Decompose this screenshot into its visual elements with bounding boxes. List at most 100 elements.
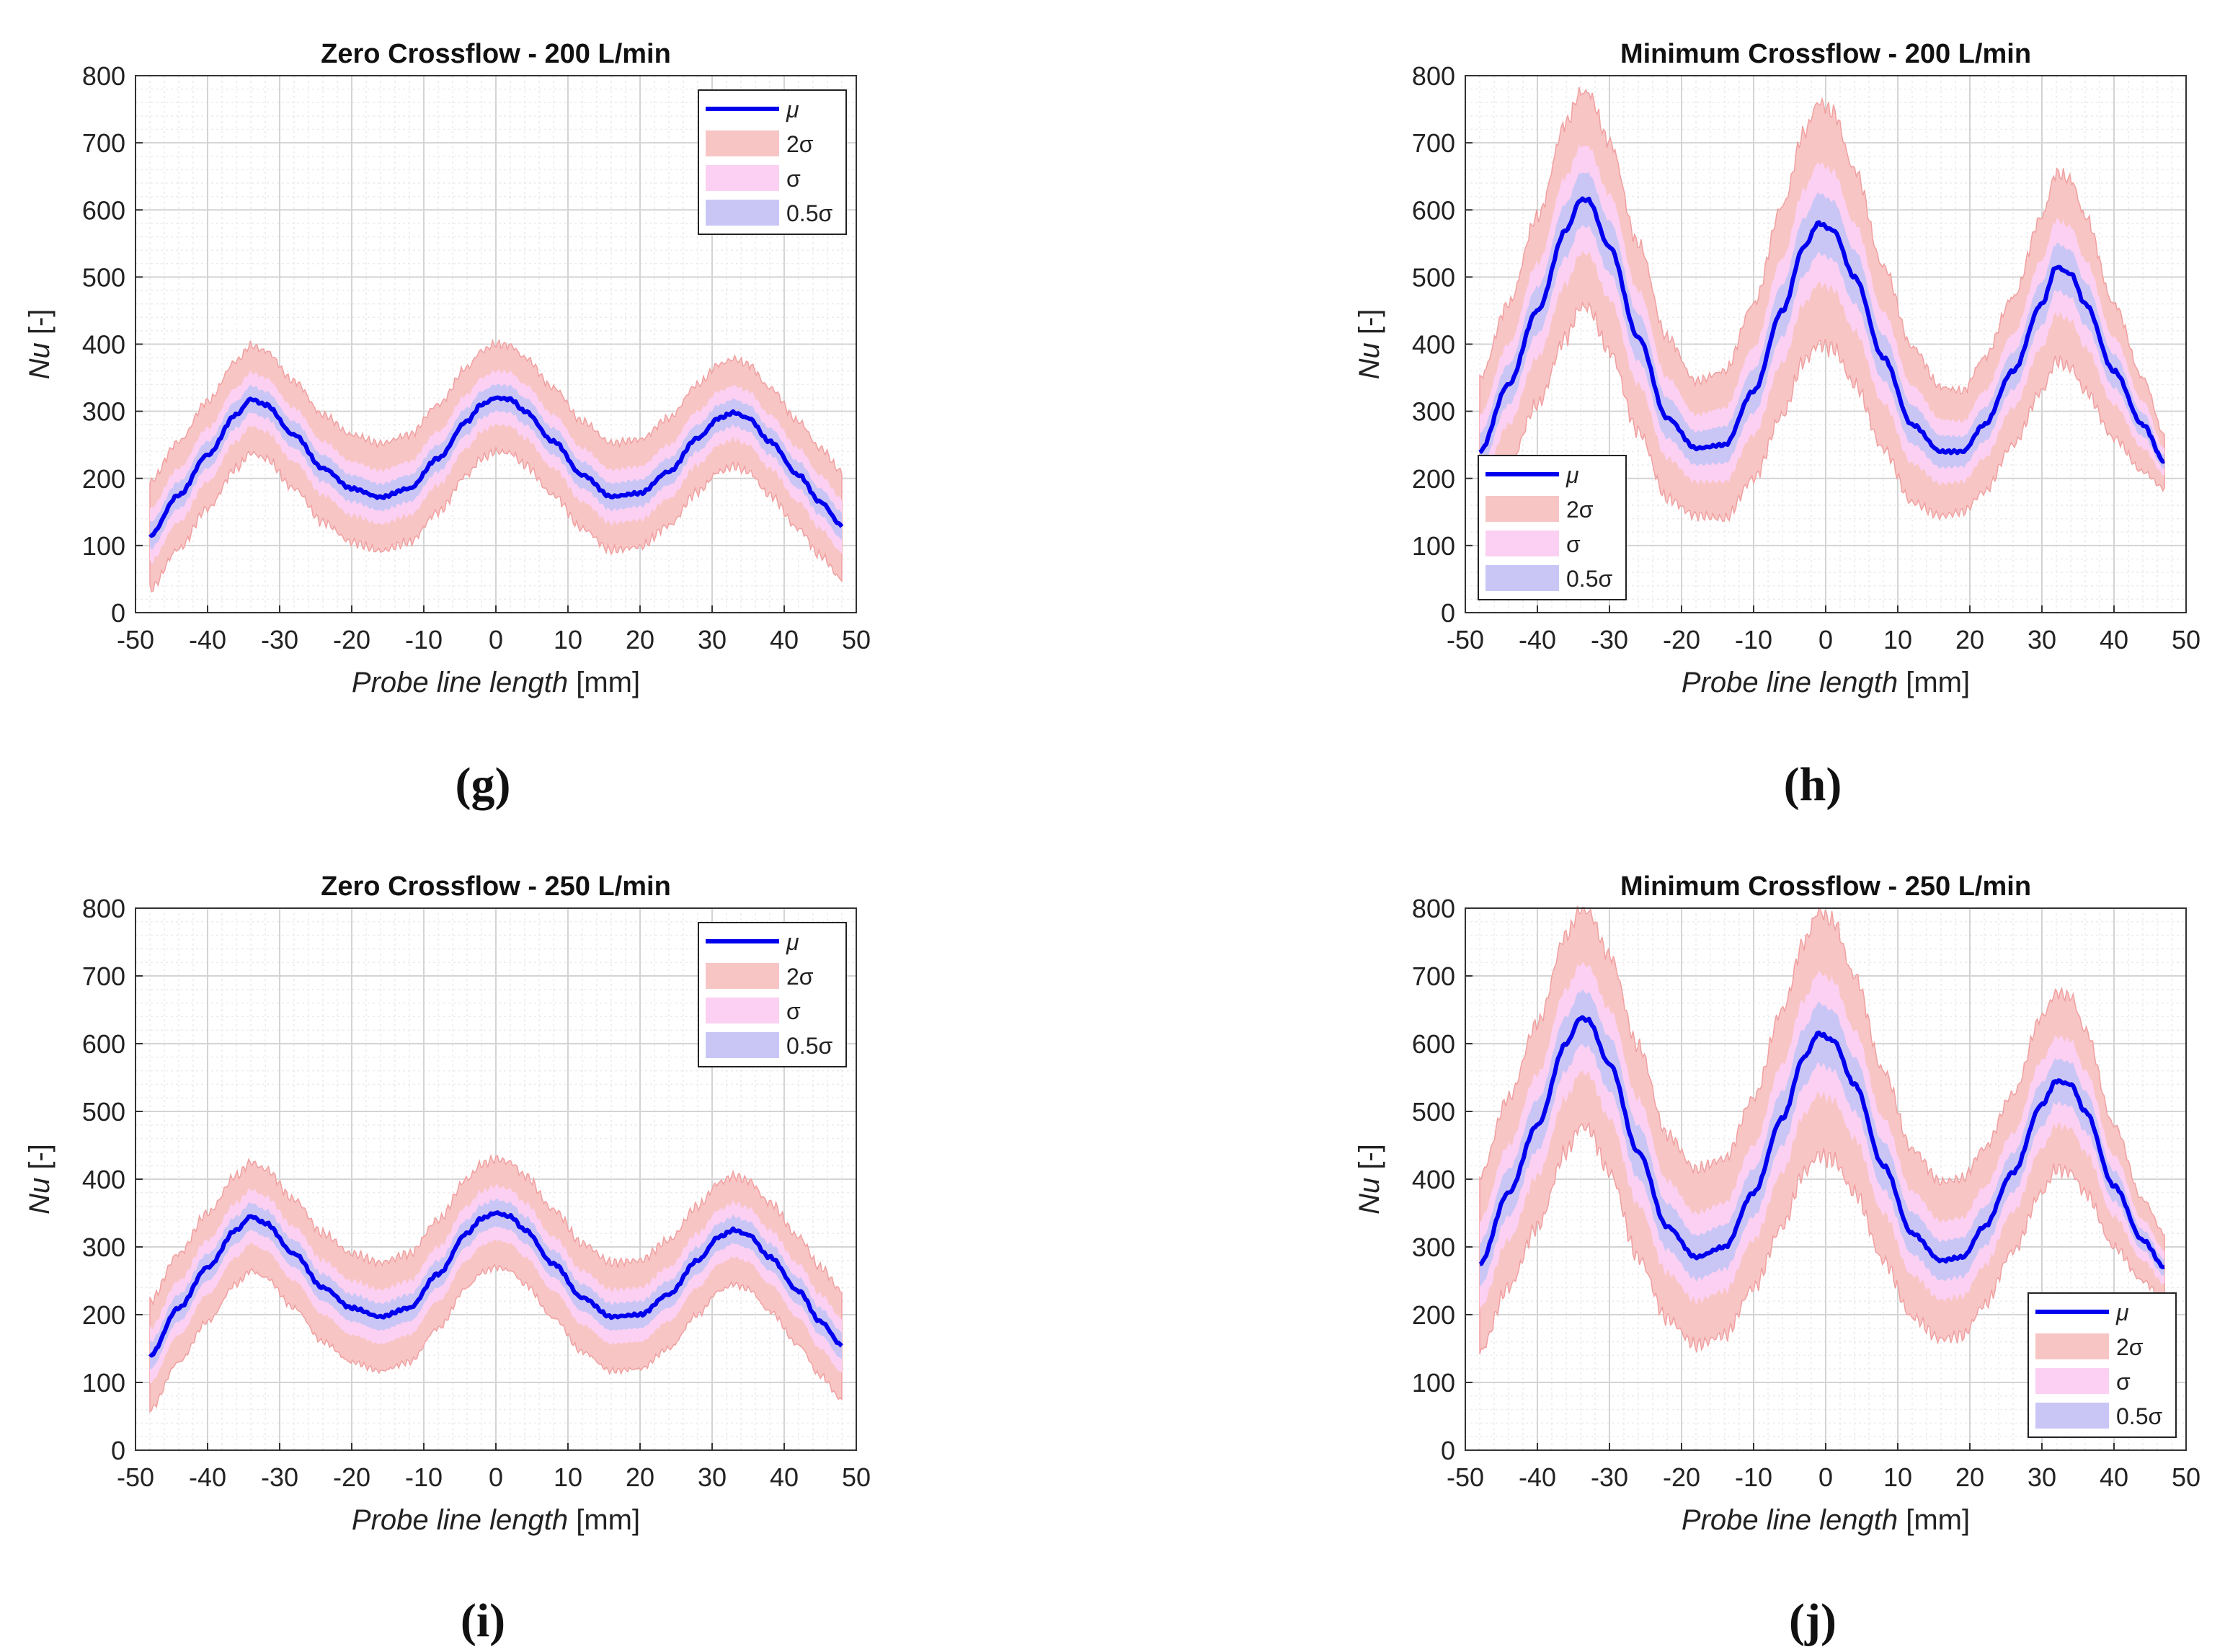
y-axis-label-main: Nu: [1354, 342, 1385, 379]
chart-panel-h: -50 -40 -30 -20 -10 0 10 20 30 40 5001002003004005…: [1354, 39, 2200, 811]
x-tick-label: 10: [1883, 1462, 1912, 1492]
legend-label: 2σ: [1566, 497, 1594, 523]
legend-item-2sigma: 2σ: [706, 130, 814, 157]
y-axis-label-unit: [-]: [1354, 1144, 1385, 1178]
x-tick-label: 10: [554, 625, 582, 654]
mean-line: [1478, 196, 2165, 464]
x-tick-label: 40: [770, 1462, 799, 1492]
x-tick-label: -20: [1663, 625, 1700, 654]
x-tick-label: -10: [1735, 625, 1772, 654]
chart-title: Minimum Crossflow - 200 L/min: [1620, 39, 2031, 69]
y-tick-label: 400: [1412, 330, 1455, 360]
chart-panel-i: -50 -40 -30 -20 -10 0 10 20 30 40 5001002003004005…: [24, 871, 871, 1647]
y-axis-label-main: Nu: [1354, 1178, 1385, 1214]
x-tick-label: -20: [333, 625, 370, 654]
legend-swatch: [706, 130, 779, 156]
chart-panel-j: -50 -40 -30 -20 -10 0 10 20 30 40 5001002003004005…: [1354, 871, 2200, 1647]
y-axis-label: Nu [-]: [24, 1144, 55, 1214]
x-tick-label: 30: [698, 625, 727, 654]
legend: μ 2σ σ 0.5σ: [698, 922, 847, 1067]
legend-item-sigma: σ: [706, 998, 801, 1024]
legend-swatch: [2035, 1403, 2109, 1429]
y-tick-label: 100: [1412, 1368, 1455, 1398]
x-tick-label: 20: [626, 625, 654, 654]
legend-swatch: [1485, 530, 1559, 556]
x-axis-label-main: Probe line length: [352, 1504, 568, 1536]
y-tick-label: 200: [1412, 1300, 1455, 1330]
y-tick-label: 400: [82, 1165, 125, 1194]
x-tick-label: -30: [1591, 1462, 1628, 1492]
y-tick-label: 500: [82, 262, 125, 292]
y-tick-label: 300: [82, 397, 125, 427]
x-axis-label-unit: [mm]: [568, 667, 640, 698]
x-tick-label: 50: [842, 625, 871, 654]
x-tick-label: 30: [2028, 1462, 2056, 1492]
x-tick-label: -30: [1591, 625, 1628, 654]
legend-swatch: [706, 998, 779, 1023]
y-tick-label: 100: [1412, 531, 1455, 561]
x-tick-label: -30: [261, 625, 298, 654]
x-tick-label: 50: [2172, 625, 2200, 654]
legend-label: σ: [1566, 531, 1581, 557]
y-tick-label: 700: [82, 128, 125, 158]
chart-panel-g: -50 -40 -30 -20 -10 0 10 20 30 40 5001002003004005…: [24, 39, 871, 811]
y-tick-label: 300: [82, 1233, 125, 1262]
legend-swatch: [1485, 496, 1559, 522]
y-tick-label: 600: [1412, 1029, 1455, 1059]
y-tick-label: 500: [82, 1097, 125, 1127]
legend-swatch: [2035, 1333, 2109, 1359]
y-tick-label: 0: [1441, 598, 1455, 628]
legend-item-mu: μ: [2035, 1300, 2129, 1325]
y-tick-label: 700: [82, 962, 125, 991]
legend: μ 2σ σ 0.5σ: [698, 89, 847, 235]
x-axis-label-main: Probe line length: [1682, 1504, 1898, 1536]
panel-label: (g): [456, 758, 511, 811]
x-tick-label: 50: [842, 1462, 871, 1492]
legend-item-mu: μ: [706, 929, 799, 955]
legend: μ 2σ σ 0.5σ: [2028, 1292, 2177, 1438]
x-tick-label: 10: [554, 1462, 582, 1492]
legend-swatch: [2035, 1368, 2109, 1394]
y-tick-label: 0: [1441, 1436, 1455, 1465]
legend-label: 2σ: [786, 131, 814, 157]
legend-label: μ: [2115, 1300, 2129, 1325]
legend-item-sigma: σ: [706, 165, 801, 192]
legend-label: σ: [786, 998, 801, 1024]
y-tick-label: 600: [82, 1029, 125, 1059]
y-tick-label: 600: [82, 195, 125, 225]
y-tick-label: 300: [1412, 1233, 1455, 1262]
legend-label: 0.5σ: [786, 200, 832, 226]
y-tick-label: 800: [1412, 894, 1455, 923]
x-tick-label: -30: [261, 1462, 298, 1492]
legend-label: 2σ: [786, 964, 814, 990]
x-tick-label: -40: [189, 625, 226, 654]
legend-item-2sigma: 2σ: [2035, 1333, 2144, 1360]
x-axis-label-unit: [mm]: [1898, 667, 1970, 698]
x-tick-label: 40: [770, 625, 799, 654]
x-tick-label: 20: [1955, 625, 1984, 654]
legend-item-sigma: σ: [1485, 530, 1581, 557]
y-tick-label: 400: [82, 330, 125, 360]
x-tick-label: -50: [117, 625, 154, 654]
panel-label: (j): [1789, 1594, 1837, 1647]
legend-swatch: [706, 963, 779, 989]
legend-label: 0.5σ: [1566, 566, 1612, 592]
x-axis-label-main: Probe line length: [352, 667, 568, 698]
x-tick-label: -50: [1447, 1462, 1484, 1492]
x-tick-label: -40: [189, 1462, 226, 1492]
x-tick-label: 0: [489, 625, 503, 654]
legend-item-half-sigma: 0.5σ: [1485, 565, 1612, 592]
y-axis-label: Nu [-]: [1354, 309, 1385, 380]
y-tick-label: 500: [1412, 1097, 1455, 1127]
legend-label: 0.5σ: [786, 1033, 832, 1059]
legend-item-sigma: σ: [2035, 1368, 2131, 1395]
legend-item-mu: μ: [706, 97, 799, 123]
x-tick-label: 0: [1818, 1462, 1833, 1492]
y-axis-label-main: Nu: [24, 1178, 55, 1214]
x-axis-label: Probe line length [mm]: [1682, 1504, 1970, 1536]
x-tick-label: 0: [489, 1462, 503, 1492]
mean-line: [148, 395, 844, 538]
x-tick-label: -20: [333, 1462, 370, 1492]
y-axis-label-unit: [-]: [24, 309, 55, 343]
y-tick-label: 100: [82, 1368, 125, 1398]
